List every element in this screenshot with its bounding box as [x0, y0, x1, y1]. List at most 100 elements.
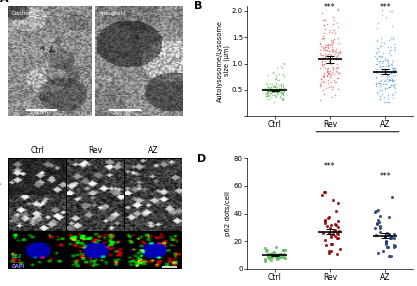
Point: [263, 92, 269, 96]
Text: Ctrl: Ctrl: [30, 146, 44, 155]
Point: [390, 82, 397, 87]
Point: [272, 84, 279, 89]
Point: [321, 190, 327, 195]
Point: [280, 73, 287, 78]
Point: [272, 94, 279, 99]
Point: [271, 90, 277, 95]
Point: [389, 66, 396, 70]
Point: [317, 77, 324, 82]
Point: [332, 93, 338, 98]
Point: [386, 63, 392, 67]
Point: [266, 91, 273, 95]
Point: [266, 86, 273, 91]
Text: AZ: AZ: [148, 146, 159, 155]
Point: [335, 50, 342, 55]
Point: [389, 96, 396, 101]
Point: [327, 73, 334, 77]
Point: [329, 30, 335, 35]
Point: [335, 36, 342, 40]
Point: [278, 63, 285, 68]
Point: [373, 39, 380, 43]
Point: [281, 255, 288, 259]
Point: [326, 215, 332, 219]
Point: [332, 47, 339, 51]
Point: [336, 229, 342, 234]
Point: [323, 43, 330, 47]
Point: [336, 41, 342, 46]
Text: 500 nm: 500 nm: [29, 110, 48, 115]
Point: [318, 193, 325, 198]
Point: [274, 78, 281, 82]
Point: [276, 94, 283, 99]
Point: [335, 51, 342, 55]
Point: [388, 82, 394, 87]
Text: p62: p62: [12, 254, 22, 259]
Point: [320, 56, 327, 60]
Point: [262, 88, 269, 93]
Point: [321, 31, 327, 35]
Point: [330, 198, 337, 202]
Point: [275, 90, 281, 94]
Point: [382, 58, 389, 63]
Point: [274, 90, 281, 95]
Point: [335, 231, 342, 236]
Point: [388, 92, 395, 96]
Point: [266, 252, 273, 256]
Point: [322, 221, 328, 225]
Point: [390, 82, 397, 87]
Point: [384, 86, 390, 90]
Point: [265, 84, 271, 88]
Point: [317, 84, 324, 88]
Point: [326, 249, 332, 254]
Point: [272, 76, 279, 81]
Point: [376, 81, 382, 86]
Point: [269, 84, 276, 88]
Point: [269, 88, 276, 92]
Point: [379, 64, 386, 68]
Point: [271, 249, 277, 254]
Point: [388, 71, 394, 76]
Point: [333, 56, 339, 61]
Point: [382, 86, 389, 91]
Point: [375, 58, 382, 63]
Point: [385, 38, 392, 43]
Point: [319, 36, 326, 40]
Point: [372, 226, 379, 231]
Point: [276, 94, 283, 99]
Text: Control: Control: [12, 11, 32, 16]
Point: [382, 235, 388, 240]
Point: [335, 236, 342, 241]
Point: [280, 98, 286, 102]
Point: [327, 242, 334, 246]
Point: [385, 61, 392, 66]
Point: [328, 233, 334, 237]
Point: [262, 246, 269, 251]
Point: [372, 53, 379, 58]
Point: [377, 94, 383, 98]
Point: [384, 96, 391, 100]
Point: [330, 232, 337, 237]
Point: [273, 80, 280, 85]
Point: [321, 23, 328, 27]
Point: [276, 254, 283, 259]
Point: [265, 93, 271, 98]
Point: [387, 78, 393, 82]
Point: [384, 66, 391, 71]
Point: [322, 45, 329, 49]
Point: [278, 96, 284, 100]
Point: [391, 69, 397, 74]
Point: [333, 80, 339, 84]
Point: [380, 99, 387, 104]
Point: [277, 88, 284, 92]
Point: [377, 81, 383, 86]
Point: [317, 66, 324, 70]
Point: [335, 200, 342, 205]
Point: [382, 87, 389, 92]
Point: [279, 66, 285, 71]
Point: [332, 50, 339, 54]
Point: [276, 88, 282, 93]
Point: [266, 255, 272, 260]
Point: [335, 64, 342, 69]
Point: [270, 88, 277, 93]
Point: [269, 87, 275, 91]
